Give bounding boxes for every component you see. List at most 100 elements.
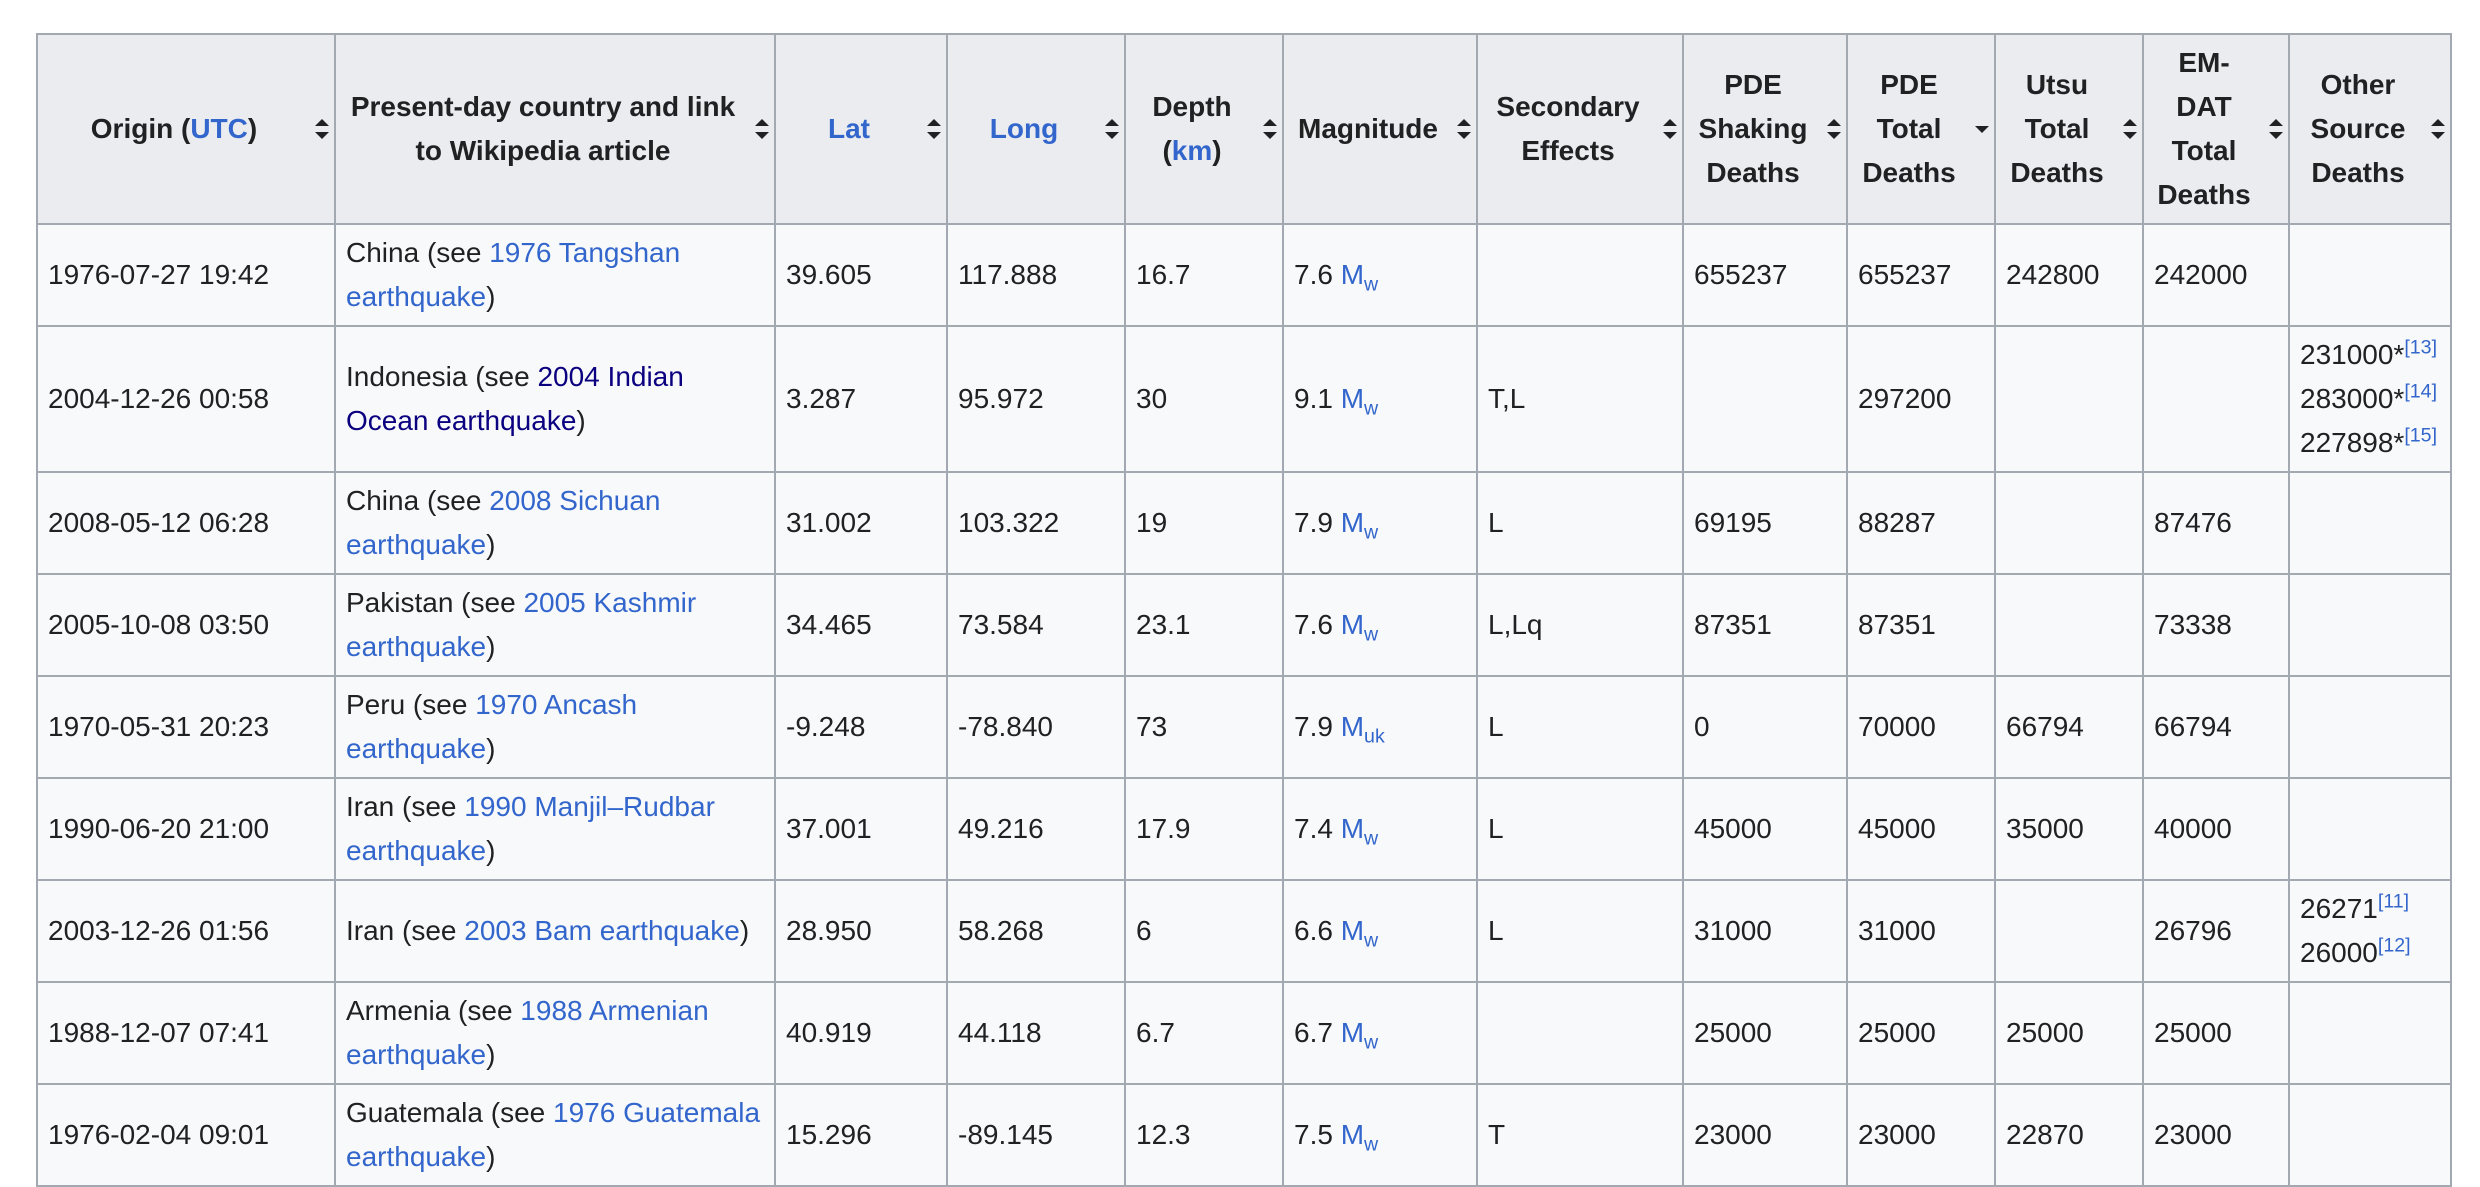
cell-lat: 40.919 (774, 981, 948, 1085)
cell-pde-total: 655237 (1846, 223, 1996, 327)
close-paren: ) (486, 1141, 496, 1172)
cell-lat: 34.465 (774, 573, 948, 677)
header-lat-link[interactable]: Lat (828, 113, 870, 144)
magnitude-scale-link[interactable]: Mw (1341, 507, 1378, 542)
magnitude-scale-link[interactable]: Mw (1341, 813, 1378, 848)
utsu-value: 25000 (2006, 1017, 2084, 1048)
magnitude-scale-link[interactable]: Muk (1341, 711, 1385, 746)
reference-link[interactable]: [12] (2377, 934, 2411, 957)
header-emdat-text: EM-DAT Total Deaths (2157, 47, 2251, 210)
header-depth[interactable]: Depth (km) (1124, 33, 1284, 225)
pde-total-value: 88287 (1858, 507, 1936, 538)
article-link[interactable]: 2003 Bam earthquake (464, 915, 740, 946)
reference-link[interactable]: [11] (2377, 890, 2410, 913)
header-long[interactable]: Long (946, 33, 1126, 225)
lat-value: 31.002 (786, 507, 872, 538)
cell-origin: 1988-12-07 07:41 (36, 981, 336, 1085)
header-secondary[interactable]: Secondary Effects (1476, 33, 1684, 225)
cell-other (2288, 223, 2452, 327)
origin-text: 1990-06-20 21:00 (48, 813, 270, 844)
magnitude-scale-link[interactable]: Mw (1341, 915, 1378, 950)
country-name: Pakistan (346, 587, 454, 618)
origin-text: 1976-02-04 09:01 (48, 1119, 270, 1150)
header-other[interactable]: Other Source Deaths (2288, 33, 2452, 225)
header-pde-shaking[interactable]: PDE Shaking Deaths (1682, 33, 1848, 225)
scale-letter: M (1340, 383, 1365, 414)
header-utsu[interactable]: Utsu Total Deaths (1994, 33, 2144, 225)
pde-shaking-value: 25000 (1694, 1017, 1772, 1048)
magnitude-scale-link[interactable]: Mw (1341, 609, 1378, 644)
secondary-value: L (1488, 507, 1504, 538)
cell-utsu (1994, 325, 2144, 473)
scale-subscript: w (1364, 521, 1379, 544)
header-country[interactable]: Present-day country and link to Wikipedi… (334, 33, 776, 225)
article-link[interactable]: 1976 Tangshan earthquake (346, 237, 681, 312)
header-row: Origin (UTC) Present-day country and lin… (36, 33, 2452, 225)
cell-utsu (1994, 879, 2144, 983)
pde-total-value: 655237 (1858, 259, 1952, 290)
header-long-link[interactable]: Long (989, 113, 1059, 144)
table-row: 2003-12-26 01:56 Iran (see 2003 Bam earth… (36, 879, 2452, 983)
secondary-value: T,L (1488, 383, 1526, 414)
article-link[interactable]: 2005 Kashmir earthquake (346, 587, 697, 662)
reference-link[interactable]: [15] (2404, 424, 2438, 447)
cell-lat: 37.001 (774, 777, 948, 881)
country-name: Peru (346, 689, 406, 720)
close-paren: ) (486, 529, 496, 560)
header-origin-text: Origin ( (90, 113, 191, 144)
cell-long: 58.268 (946, 879, 1126, 983)
magnitude-scale-link[interactable]: Mw (1341, 259, 1378, 294)
cell-depth: 6.7 (1124, 981, 1284, 1085)
magnitude-scale-link[interactable]: Mw (1341, 1119, 1378, 1154)
depth-value: 23.1 (1136, 609, 1191, 640)
long-value: 73.584 (958, 609, 1044, 640)
article-link[interactable]: 2004 Indian Ocean earthquake (346, 361, 684, 436)
header-depth-link[interactable]: km (1171, 135, 1213, 166)
header-lat[interactable]: Lat (774, 33, 948, 225)
other-source-entry: 231000*[13] (2300, 333, 2440, 377)
article-link[interactable]: 1990 Manjil–Rudbar earthquake (346, 791, 715, 866)
cell-other (2288, 1083, 2452, 1187)
cell-pde-shaking: 23000 (1682, 1083, 1848, 1187)
emdat-value: 25000 (2154, 1017, 2232, 1048)
article-link[interactable]: 2008 Sichuan earthquake (346, 485, 661, 560)
cell-magnitude: 7.4 Mw (1282, 777, 1478, 881)
pde-total-value: 25000 (1858, 1017, 1936, 1048)
table-row: 2005-10-08 03:50 Pakistan (see 2005 Kashm… (36, 573, 2452, 677)
utsu-value: 22870 (2006, 1119, 2084, 1150)
lat-value: 28.950 (786, 915, 872, 946)
header-origin-link[interactable]: UTC (190, 113, 248, 144)
cell-depth: 16.7 (1124, 223, 1284, 327)
reference-link[interactable]: [13] (2404, 336, 2438, 359)
secondary-value: L (1488, 813, 1504, 844)
header-utsu-text: Utsu Total Deaths (2010, 69, 2104, 188)
pde-shaking-value: 0 (1694, 711, 1710, 742)
close-paren: ) (486, 835, 496, 866)
header-emdat[interactable]: EM-DAT Total Deaths (2142, 33, 2290, 225)
cell-pde-total: 25000 (1846, 981, 1996, 1085)
magnitude-scale-link[interactable]: Mw (1341, 1017, 1378, 1052)
reference-link[interactable]: [14] (2404, 380, 2438, 403)
cell-utsu: 66794 (1994, 675, 2144, 779)
cell-origin: 2003-12-26 01:56 (36, 879, 336, 983)
cell-emdat: 40000 (2142, 777, 2290, 881)
origin-text: 1970-05-31 20:23 (48, 711, 270, 742)
article-link[interactable]: 1970 Ancash earthquake (346, 689, 638, 764)
utsu-value: 66794 (2006, 711, 2084, 742)
magnitude-value: 7.9 (1294, 507, 1333, 538)
pde-shaking-value: 31000 (1694, 915, 1772, 946)
article-link[interactable]: 1988 Armenian earthquake (346, 995, 709, 1070)
cell-utsu: 242800 (1994, 223, 2144, 327)
header-magnitude[interactable]: Magnitude (1282, 33, 1478, 225)
cell-pde-total: 88287 (1846, 471, 1996, 575)
header-pde-total[interactable]: PDE Total Deaths (1846, 33, 1996, 225)
cell-magnitude: 9.1 Mw (1282, 325, 1478, 473)
see-text: (see (394, 791, 465, 822)
header-origin[interactable]: Origin (UTC) (36, 33, 336, 225)
emdat-value: 73338 (2154, 609, 2232, 640)
cell-utsu: 35000 (1994, 777, 2144, 881)
cell-origin: 1970-05-31 20:23 (36, 675, 336, 779)
scale-subscript: w (1364, 623, 1379, 646)
cell-magnitude: 6.7 Mw (1282, 981, 1478, 1085)
magnitude-scale-link[interactable]: Mw (1340, 383, 1378, 418)
